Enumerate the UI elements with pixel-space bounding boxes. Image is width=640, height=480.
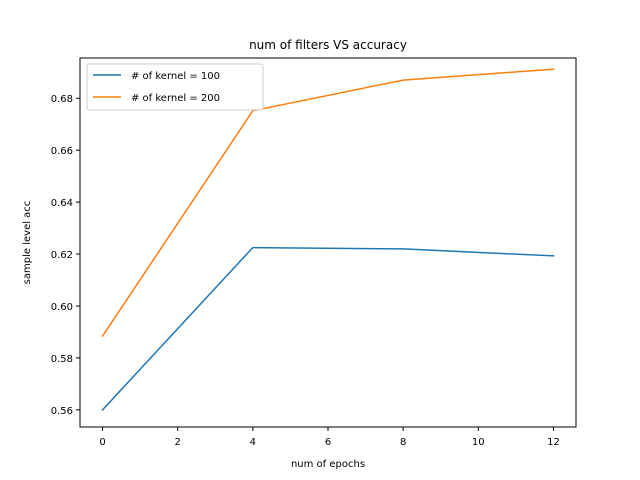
series-line-1 (101, 68, 555, 338)
legend-label-kernel-200: # of kernel = 200 (131, 93, 220, 104)
x-tick-label: 12 (547, 437, 560, 448)
x-axis-ticks: 0 2 4 6 8 10 12 (99, 427, 560, 448)
y-tick-label: 0.68 (51, 94, 73, 105)
x-tick-label: 8 (400, 437, 406, 448)
x-tick-label: 0 (99, 437, 105, 448)
y-tick-label: 0.60 (51, 302, 73, 313)
y-axis-ticks: 0.56 0.58 0.60 0.62 0.64 0.66 0.68 (51, 94, 80, 417)
x-tick-label: 10 (472, 437, 485, 448)
x-tick-label: 2 (175, 437, 181, 448)
y-axis-label: sample level acc (22, 201, 33, 285)
legend-box (86, 63, 264, 111)
x-tick-label: 6 (325, 437, 331, 448)
chart-title: num of filters VS accuracy (249, 38, 407, 52)
plot-area (80, 58, 576, 427)
x-axis-label: num of epochs (291, 459, 365, 470)
y-tick-label: 0.62 (51, 250, 73, 261)
series-layer (101, 68, 555, 411)
y-tick-label: 0.56 (51, 406, 73, 417)
x-tick-label: 4 (250, 437, 256, 448)
y-tick-label: 0.58 (51, 354, 73, 365)
series-line-0 (101, 246, 555, 411)
legend: # of kernel = 100 # of kernel = 200 (86, 63, 264, 111)
y-tick-label: 0.64 (51, 198, 73, 209)
plot-frame (79, 57, 577, 428)
y-tick-label: 0.66 (51, 146, 73, 157)
legend-label-kernel-100: # of kernel = 100 (131, 71, 220, 82)
